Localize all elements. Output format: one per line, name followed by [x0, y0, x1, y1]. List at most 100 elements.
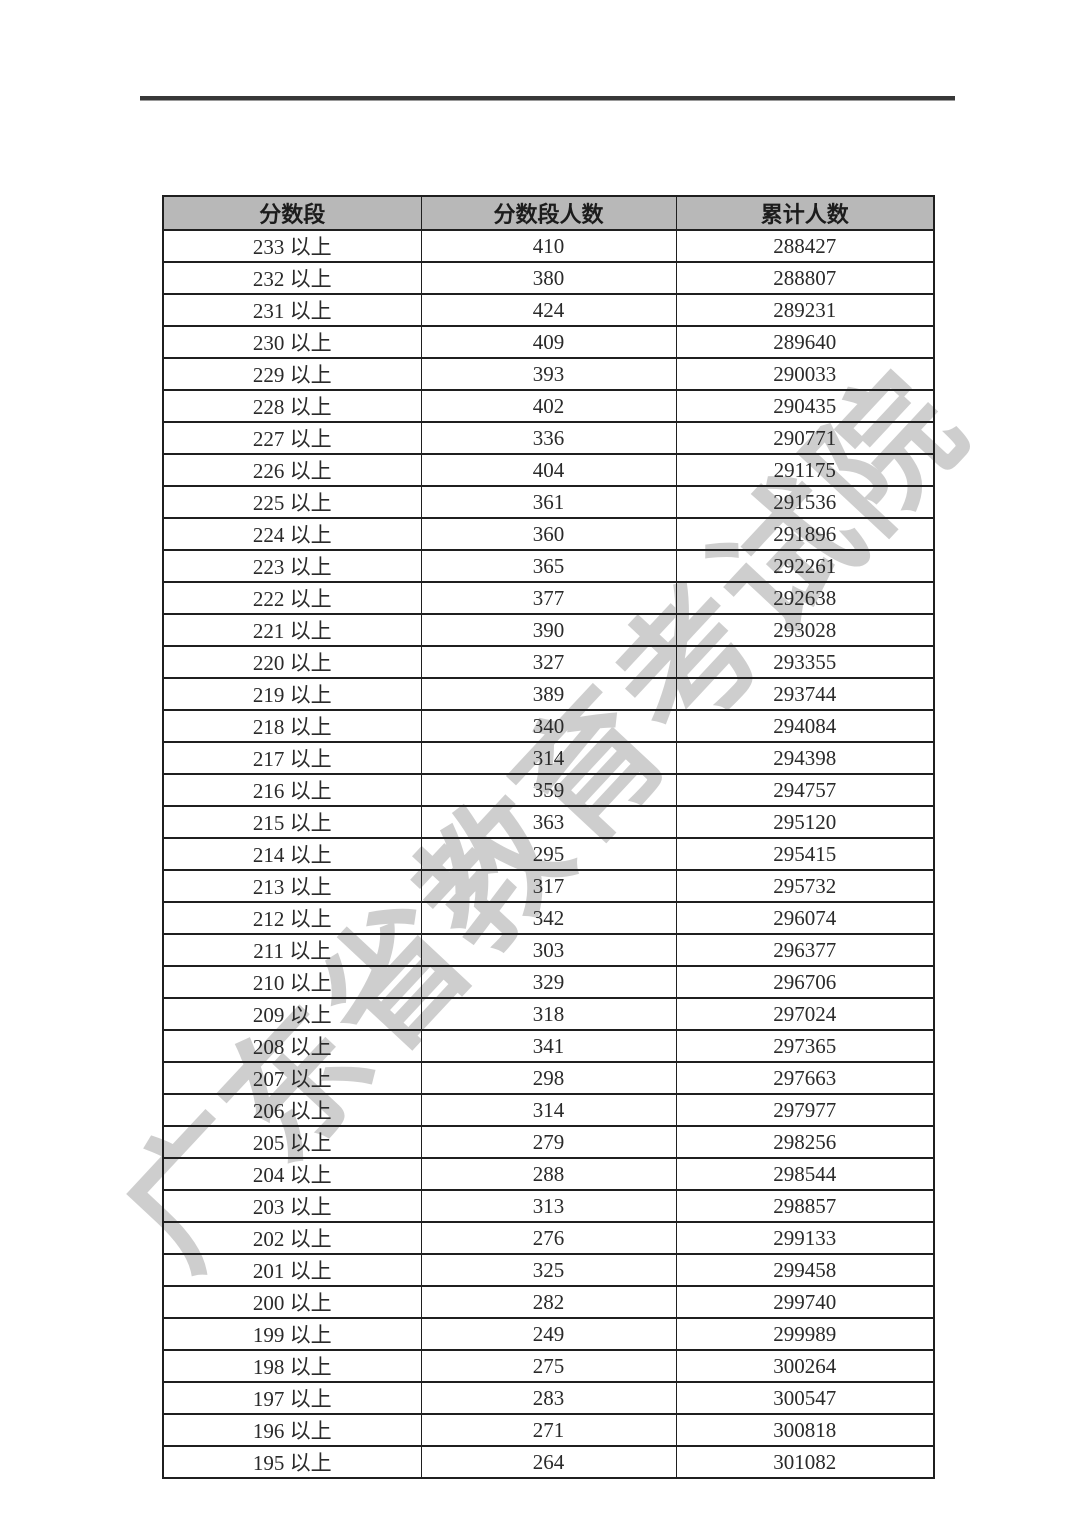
table-row: 221 以上 390 293028 [162, 613, 935, 647]
band-count-cell: 410 [420, 229, 677, 263]
table-row: 210 以上 329 296706 [162, 965, 935, 999]
cumulative-count-cell: 296706 [675, 965, 935, 999]
score-band-cell: 223 以上 [162, 549, 422, 583]
table-row: 222 以上 377 292638 [162, 581, 935, 615]
score-band-cell: 225 以上 [162, 485, 422, 519]
band-count-cell: 390 [420, 613, 677, 647]
score-band-cell: 218 以上 [162, 709, 422, 743]
table-row: 203 以上 313 298857 [162, 1189, 935, 1223]
table-row: 208 以上 341 297365 [162, 1029, 935, 1063]
table-row: 219 以上 389 293744 [162, 677, 935, 711]
table-row: 197 以上 283 300547 [162, 1381, 935, 1415]
score-band-cell: 232 以上 [162, 261, 422, 295]
table-row: 206 以上 314 297977 [162, 1093, 935, 1127]
band-count-cell: 389 [420, 677, 677, 711]
cumulative-count-cell: 301082 [675, 1445, 935, 1479]
cumulative-count-cell: 288807 [675, 261, 935, 295]
band-count-cell: 377 [420, 581, 677, 615]
table-row: 226 以上 404 291175 [162, 453, 935, 487]
table-row: 215 以上 363 295120 [162, 805, 935, 839]
band-count-cell: 313 [420, 1189, 677, 1223]
cumulative-count-cell: 295120 [675, 805, 935, 839]
table-row: 204 以上 288 298544 [162, 1157, 935, 1191]
score-band-cell: 208 以上 [162, 1029, 422, 1063]
table-row: 232 以上 380 288807 [162, 261, 935, 295]
band-count-cell: 365 [420, 549, 677, 583]
table-row: 195 以上 264 301082 [162, 1445, 935, 1479]
cumulative-count-cell: 300547 [675, 1381, 935, 1415]
cumulative-count-cell: 296377 [675, 933, 935, 967]
cumulative-count-cell: 298544 [675, 1157, 935, 1191]
cumulative-count-cell: 299133 [675, 1221, 935, 1255]
cumulative-count-cell: 290771 [675, 421, 935, 455]
score-band-cell: 215 以上 [162, 805, 422, 839]
cumulative-count-cell: 298256 [675, 1125, 935, 1159]
cumulative-count-cell: 295732 [675, 869, 935, 903]
band-count-cell: 341 [420, 1029, 677, 1063]
score-band-cell: 209 以上 [162, 997, 422, 1031]
column-header-score-band: 分数段 [162, 195, 422, 231]
table-row: 209 以上 318 297024 [162, 997, 935, 1031]
cumulative-count-cell: 297977 [675, 1093, 935, 1127]
table-row: 229 以上 393 290033 [162, 357, 935, 391]
band-count-cell: 340 [420, 709, 677, 743]
column-header-cumulative-count: 累计人数 [675, 195, 935, 231]
score-band-cell: 220 以上 [162, 645, 422, 679]
band-count-cell: 295 [420, 837, 677, 871]
header-rule [140, 96, 955, 100]
table-row: 220 以上 327 293355 [162, 645, 935, 679]
score-band-cell: 203 以上 [162, 1189, 422, 1223]
column-header-band-count: 分数段人数 [420, 195, 677, 231]
band-count-cell: 327 [420, 645, 677, 679]
cumulative-count-cell: 293744 [675, 677, 935, 711]
score-band-cell: 229 以上 [162, 357, 422, 391]
band-count-cell: 336 [420, 421, 677, 455]
score-band-cell: 196 以上 [162, 1413, 422, 1447]
cumulative-count-cell: 294084 [675, 709, 935, 743]
cumulative-count-cell: 291175 [675, 453, 935, 487]
score-band-cell: 199 以上 [162, 1317, 422, 1351]
score-band-cell: 221 以上 [162, 613, 422, 647]
cumulative-count-cell: 300264 [675, 1349, 935, 1383]
band-count-cell: 318 [420, 997, 677, 1031]
cumulative-count-cell: 298857 [675, 1189, 935, 1223]
table-row: 231 以上 424 289231 [162, 293, 935, 327]
band-count-cell: 283 [420, 1381, 677, 1415]
band-count-cell: 303 [420, 933, 677, 967]
table-row: 205 以上 279 298256 [162, 1125, 935, 1159]
score-band-cell: 228 以上 [162, 389, 422, 423]
cumulative-count-cell: 293028 [675, 613, 935, 647]
score-band-cell: 217 以上 [162, 741, 422, 775]
table-row: 214 以上 295 295415 [162, 837, 935, 871]
score-band-cell: 222 以上 [162, 581, 422, 615]
table-row: 198 以上 275 300264 [162, 1349, 935, 1383]
table-row: 227 以上 336 290771 [162, 421, 935, 455]
cumulative-count-cell: 290435 [675, 389, 935, 423]
cumulative-count-cell: 297663 [675, 1061, 935, 1095]
score-band-cell: 197 以上 [162, 1381, 422, 1415]
band-count-cell: 363 [420, 805, 677, 839]
band-count-cell: 329 [420, 965, 677, 999]
band-count-cell: 424 [420, 293, 677, 327]
cumulative-count-cell: 289640 [675, 325, 935, 359]
band-count-cell: 409 [420, 325, 677, 359]
band-count-cell: 361 [420, 485, 677, 519]
table-row: 201 以上 325 299458 [162, 1253, 935, 1287]
band-count-cell: 276 [420, 1221, 677, 1255]
table-row: 212 以上 342 296074 [162, 901, 935, 935]
cumulative-count-cell: 292261 [675, 549, 935, 583]
band-count-cell: 380 [420, 261, 677, 295]
cumulative-count-cell: 300818 [675, 1413, 935, 1447]
band-count-cell: 325 [420, 1253, 677, 1287]
cumulative-count-cell: 291536 [675, 485, 935, 519]
score-band-cell: 201 以上 [162, 1253, 422, 1287]
band-count-cell: 314 [420, 1093, 677, 1127]
cumulative-count-cell: 290033 [675, 357, 935, 391]
table-row: 225 以上 361 291536 [162, 485, 935, 519]
score-band-cell: 213 以上 [162, 869, 422, 903]
score-band-cell: 226 以上 [162, 453, 422, 487]
table-row: 199 以上 249 299989 [162, 1317, 935, 1351]
header-row: 分数段 分数段人数 累计人数 [162, 195, 935, 231]
cumulative-count-cell: 299989 [675, 1317, 935, 1351]
